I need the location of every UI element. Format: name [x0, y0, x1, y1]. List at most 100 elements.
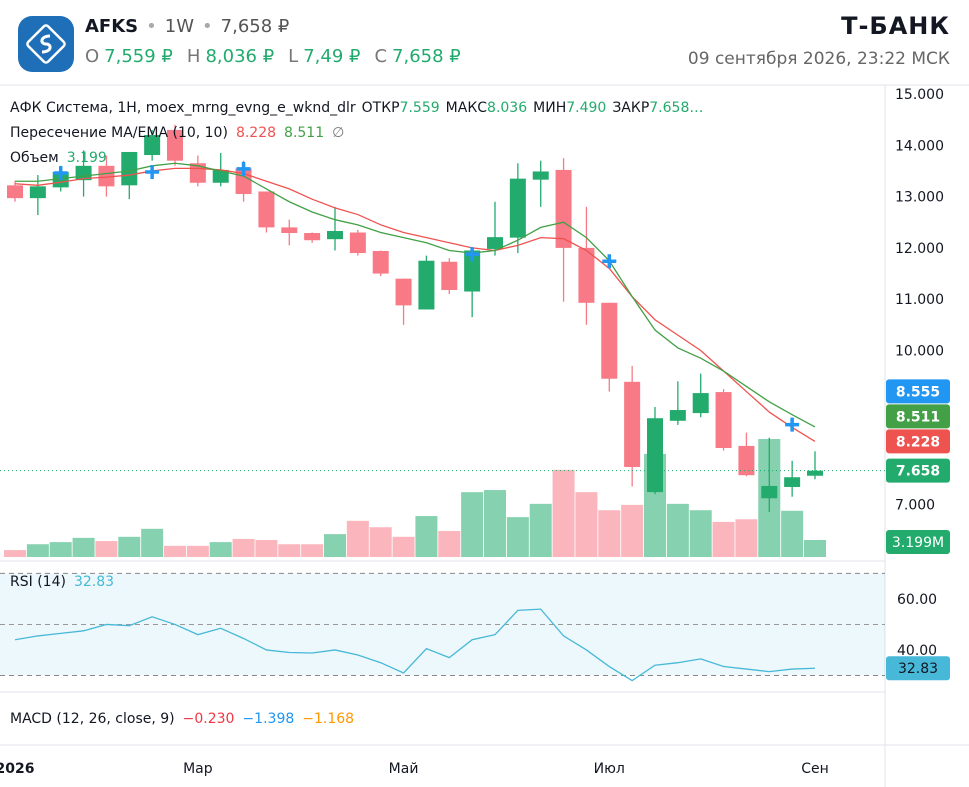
candle-body: [509, 178, 526, 238]
ohlc-label: O: [85, 46, 99, 67]
candle-body: [441, 261, 458, 290]
ma-line: [15, 162, 816, 428]
candle-body: [784, 477, 801, 487]
volume-bar: [415, 516, 438, 557]
volume-bar: [735, 519, 758, 557]
macd-value: −1.168: [302, 711, 354, 727]
volume-bar: [232, 538, 255, 557]
overlay-value: 8.511: [284, 125, 324, 141]
volume-badge: [886, 530, 950, 554]
candle-body: [7, 185, 23, 199]
y-tick-label: 10.000: [895, 344, 944, 360]
legend-value: 7.559: [400, 100, 440, 116]
legend-label: МИН: [533, 100, 566, 116]
volume-bar: [346, 520, 369, 557]
volume-bar: [392, 536, 415, 557]
volume-bar: [4, 550, 26, 557]
candle-body: [349, 232, 366, 254]
plot: 7.000 10.000 11.000 12.000 13.000 14.000 15.00…: [0, 87, 950, 777]
volume-bar: [141, 528, 164, 557]
volume-bar: [689, 510, 712, 557]
cross-marker: [602, 254, 617, 269]
volume-bar: [301, 544, 324, 557]
macd-value: −0.230: [183, 711, 235, 727]
candle-body: [624, 381, 641, 467]
price-axis-label: 8.228: [896, 434, 940, 450]
volume-bar: [278, 544, 301, 557]
volume-bar: [49, 542, 72, 557]
candle-body: [601, 302, 618, 379]
ohlc-value: 7,559 ₽: [104, 46, 173, 67]
legend-value: 7.490: [566, 100, 606, 116]
volume-bar: [438, 530, 461, 557]
y-tick-label: 40.00: [897, 643, 937, 659]
volume-bar: [26, 544, 49, 557]
x-tick-label: Июл: [594, 761, 625, 777]
candle-body: [281, 227, 298, 234]
volume-bar: [598, 510, 621, 557]
legend-label: ОТКР: [362, 100, 400, 116]
y-tick-label: 7.000: [895, 497, 935, 513]
price-axis-label: 7.658: [896, 464, 940, 480]
legend-overlay: Пересечение MA/EMA (10, 10) 8.228 8.511 ∅: [10, 125, 344, 141]
volume-bar: [461, 492, 484, 557]
volume-bar: [552, 469, 575, 557]
volume-bar: [72, 537, 95, 557]
volume-bar: [95, 541, 118, 557]
datetime: 09 сентября 2026, 23:22 МСК: [688, 49, 950, 69]
candle-body: [372, 250, 389, 274]
candle-body: [464, 250, 481, 292]
y-tick-label: 14.000: [895, 138, 944, 154]
volume-title: Объем: [10, 150, 59, 166]
volume-bar: [186, 545, 209, 557]
candle-body: [212, 169, 229, 183]
candle-body: [806, 470, 823, 476]
volume-bar: [118, 536, 141, 557]
candle-body: [29, 186, 46, 199]
ticker: AFKS: [85, 16, 138, 37]
price-badge: [886, 458, 950, 483]
rsi-axis-label: 32.83: [898, 661, 938, 677]
volume-bar: [666, 503, 689, 557]
candle-body: [166, 129, 183, 161]
volume-bar: [369, 527, 392, 557]
header-line: AFKS • 1W • 7,658 ₽: [85, 16, 289, 37]
candle-body: [532, 171, 549, 180]
volume-bar: [803, 539, 826, 557]
symbol-title: АФК Система, 1Н, moex_mrng_evng_e_wknd_d…: [10, 100, 356, 116]
rsi-line: [14, 608, 816, 682]
ohlc-label: H: [187, 46, 201, 67]
x-tick-label: 2026: [0, 761, 34, 777]
cross-marker: [465, 247, 480, 262]
volume-value: 3.199: [67, 150, 107, 166]
cross-marker: [53, 166, 68, 181]
legend-label: ЗАКР: [612, 100, 649, 116]
overlay-title: Пересечение MA/EMA (10, 10): [10, 125, 228, 141]
ohlc-value: 8,036 ₽: [205, 46, 274, 67]
price-axis-label: 8.555: [896, 384, 940, 400]
cross-marker: [785, 417, 800, 432]
price-axis-label: 8.511: [896, 409, 940, 425]
legend-main: АФК Система, 1Н, moex_mrng_evng_e_wknd_d…: [10, 100, 703, 116]
y-tick-label: 12.000: [895, 241, 944, 257]
candle-body: [98, 165, 115, 187]
candle-body: [738, 445, 755, 476]
candle-body: [486, 237, 503, 249]
candle-body: [646, 418, 663, 493]
macd-value: −1.398: [242, 711, 294, 727]
legend-value: 7.658…: [649, 100, 703, 116]
cross-marker: [145, 164, 160, 179]
y-tick-label: 15.000: [895, 87, 944, 103]
volume-bar: [323, 534, 346, 557]
candle-body: [418, 260, 435, 310]
candle-body: [304, 233, 321, 241]
brand: Т-БАНК: [841, 12, 950, 40]
volume-bar: [575, 492, 598, 557]
volume-axis-label: 3.199M: [892, 535, 944, 551]
macd-title: MACD (12, 26, close, 9): [10, 711, 175, 727]
candle-body: [761, 485, 778, 499]
y-tick-label: 60.00: [897, 592, 937, 608]
ohlc-value: 7,49 ₽: [303, 46, 360, 67]
x-tick-label: Мар: [183, 761, 213, 777]
